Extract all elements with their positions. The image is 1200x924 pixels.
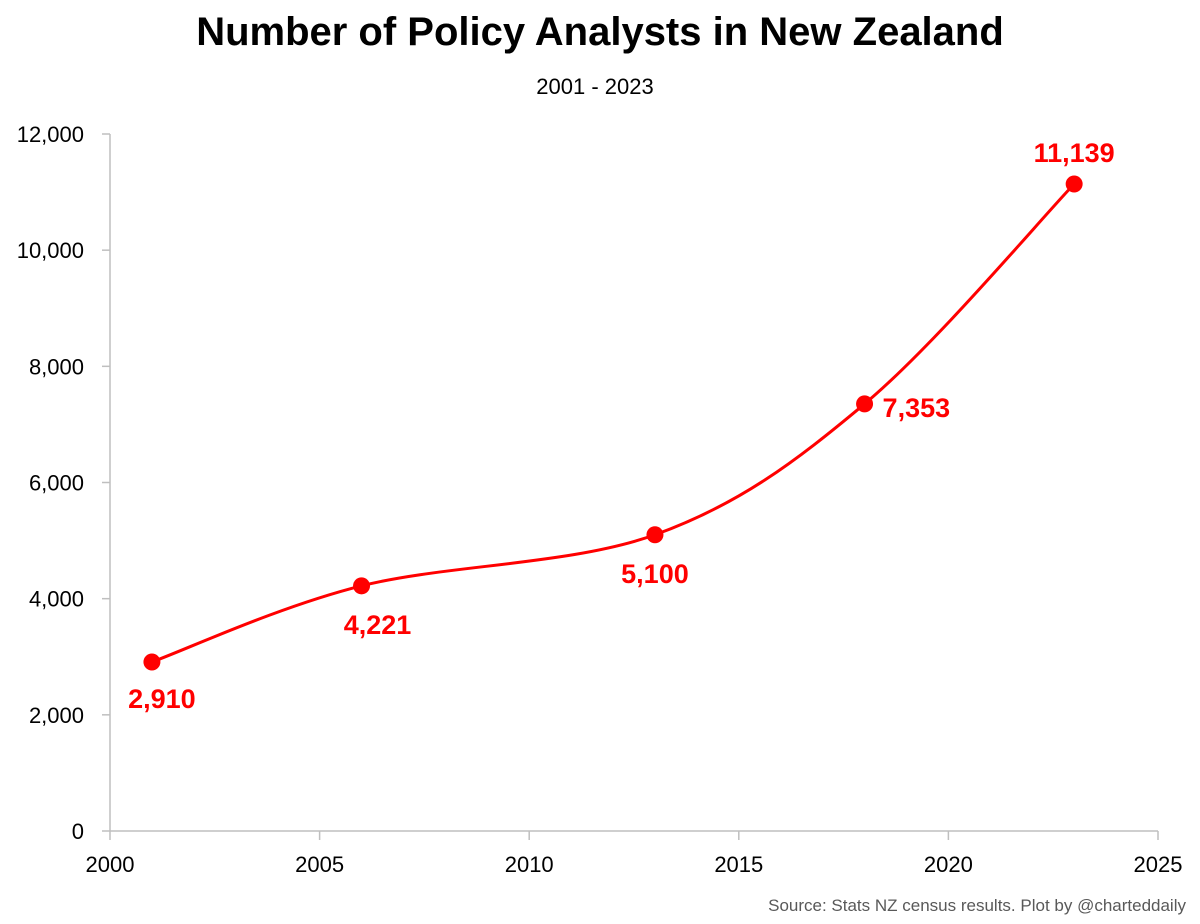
chart-subtitle: 2001 - 2023 (536, 74, 654, 99)
x-tick-label: 2005 (295, 852, 344, 877)
chart-title: Number of Policy Analysts in New Zealand (196, 10, 1004, 54)
x-tick-label: 2000 (86, 852, 135, 877)
y-tick-label: 10,000 (17, 238, 84, 263)
data-label: 5,100 (621, 559, 689, 589)
x-tick-label: 2010 (505, 852, 554, 877)
data-point (856, 395, 874, 413)
data-label: 4,221 (344, 610, 412, 640)
y-tick-label: 4,000 (29, 587, 84, 612)
data-point (353, 577, 371, 595)
y-tick-label: 2,000 (29, 703, 84, 728)
data-label: 7,353 (883, 393, 951, 423)
source-note: Source: Stats NZ census results. Plot by… (768, 896, 1186, 915)
data-point (646, 526, 664, 544)
y-tick-label: 8,000 (29, 354, 84, 379)
series-line (151, 182, 1076, 664)
x-tick-label: 2015 (714, 852, 763, 877)
data-label: 11,139 (1034, 138, 1115, 168)
data-label: 2,910 (128, 684, 196, 714)
axes: 0 2,000 4,000 6,000 8,000 10,000 12,000 2000 200… (17, 122, 1183, 877)
y-tick-label: 0 (72, 819, 84, 844)
x-tick-label: 2020 (924, 852, 973, 877)
y-tick-label: 12,000 (17, 122, 84, 147)
data-point (1065, 175, 1083, 193)
data-point (143, 653, 161, 671)
x-tick-label: 2025 (1134, 852, 1183, 877)
chart-marks: 2,910 4,221 5,100 7,353 11,139 (128, 138, 1115, 714)
y-tick-label: 6,000 (29, 471, 84, 496)
